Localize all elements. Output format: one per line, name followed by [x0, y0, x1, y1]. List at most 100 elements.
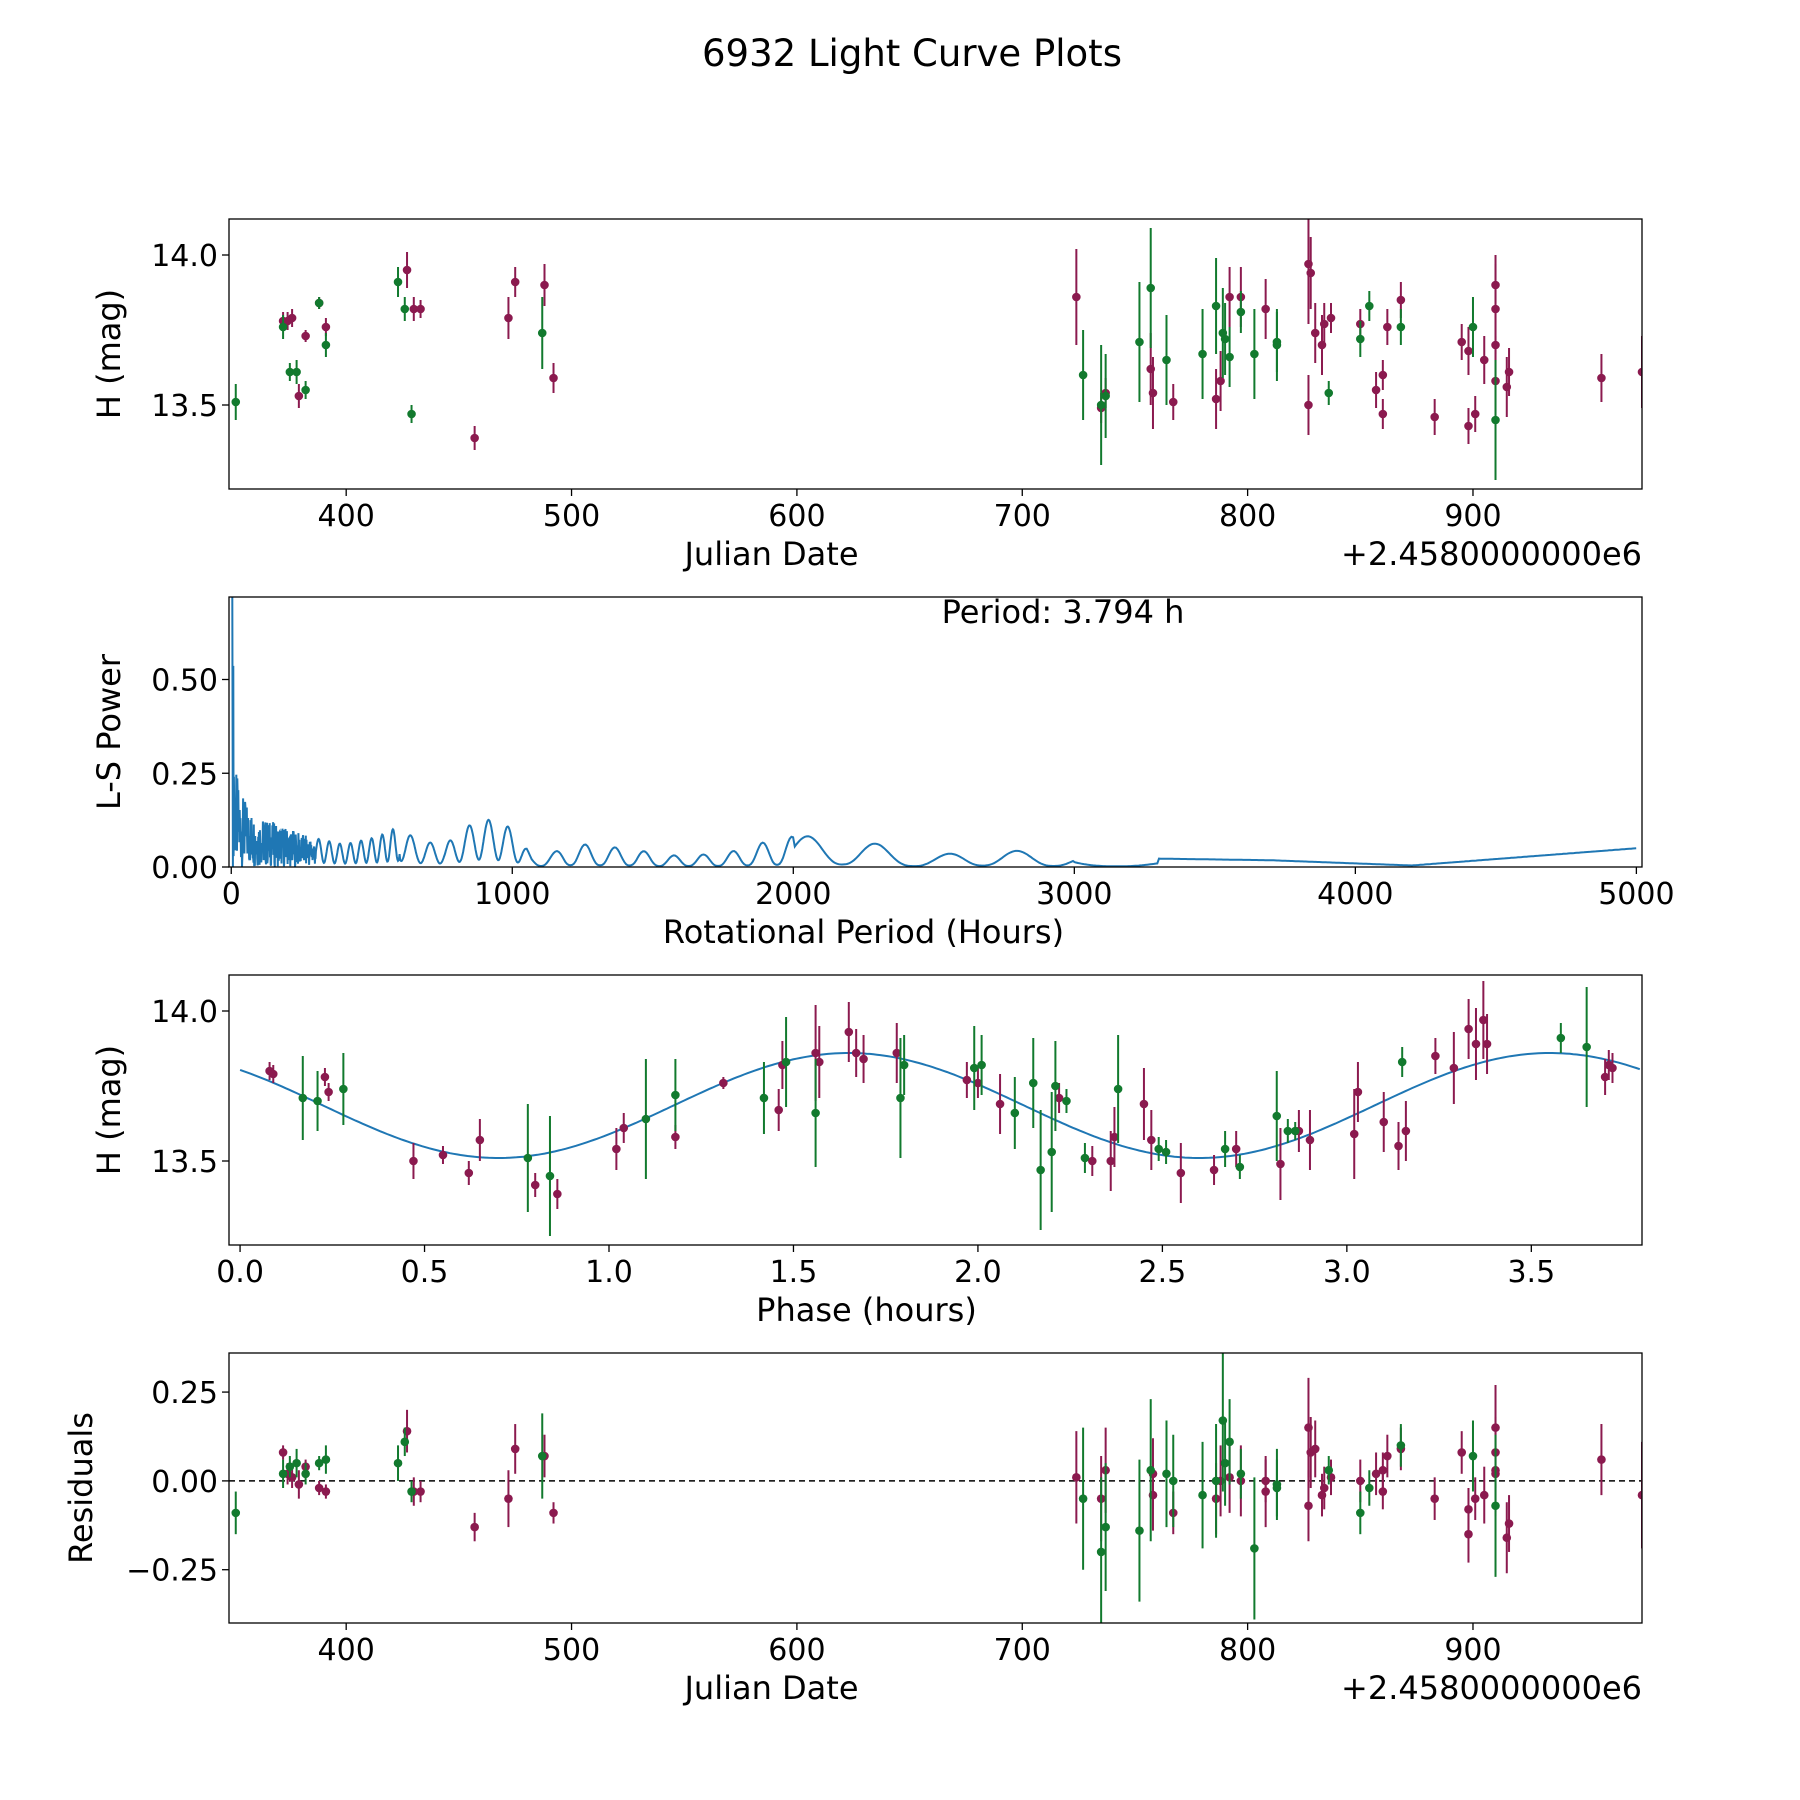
data-point — [1250, 349, 1259, 359]
x-tick-label: 700 — [994, 1633, 1051, 1668]
data-point — [510, 277, 520, 287]
data-point — [1356, 334, 1365, 344]
data-point — [1054, 1093, 1064, 1103]
data-point — [549, 1508, 558, 1518]
data-point — [1276, 1159, 1285, 1169]
data-point — [1397, 1057, 1407, 1067]
light-curve-plot-area — [231, 219, 1642, 480]
data-point — [1464, 421, 1473, 431]
x-tick-label: 3000 — [1036, 877, 1112, 912]
x-tick-label: 3.0 — [1323, 1255, 1371, 1290]
x-tick-label: 800 — [1219, 1633, 1276, 1668]
data-point — [1449, 1063, 1459, 1073]
data-point — [1220, 1144, 1230, 1154]
x-tick-label: 0.5 — [401, 1255, 449, 1290]
data-point — [899, 1060, 909, 1070]
data-point — [612, 1144, 621, 1154]
data-point — [1225, 1437, 1234, 1447]
data-point — [409, 1156, 418, 1166]
data-point — [1250, 1544, 1259, 1553]
filter-a-series — [265, 981, 1617, 1209]
data-point — [814, 1057, 824, 1067]
data-point — [1211, 301, 1221, 311]
data-point — [1096, 400, 1106, 410]
data-point — [1148, 388, 1158, 398]
data-point — [1225, 352, 1234, 362]
data-point — [301, 1469, 310, 1479]
data-point — [781, 1057, 791, 1067]
residuals-y-axis-label: Residuals — [62, 1412, 100, 1564]
data-point — [1078, 1494, 1088, 1503]
y-tick-label: 14.0 — [151, 239, 218, 274]
data-point — [1310, 1444, 1320, 1454]
data-point — [510, 1444, 520, 1454]
data-point — [811, 1048, 820, 1058]
data-point — [1482, 1039, 1492, 1049]
light-curve-axes-frame — [228, 218, 1643, 490]
x-tick-label: 900 — [1444, 1633, 1501, 1668]
data-point — [719, 1078, 728, 1088]
data-point — [393, 277, 403, 287]
data-point — [545, 1171, 555, 1181]
light-curve-x-axis-label: Julian Date — [682, 535, 858, 573]
data-point — [1220, 334, 1230, 344]
data-point — [1072, 1473, 1081, 1482]
sinusoid-model-curve — [239, 1052, 1641, 1159]
data-point — [470, 433, 479, 443]
phased-curve-x-axis-label: Phase (hours) — [756, 1291, 977, 1329]
filter-a-series — [278, 1377, 1642, 1574]
data-point — [1378, 370, 1388, 380]
data-point — [1479, 355, 1489, 365]
light-curve-panel: 400 500 600 700 800 900 13.5 14.0 Julian Date H (… — [90, 218, 1643, 573]
data-point — [409, 304, 419, 314]
y-tick-label: 0.00 — [151, 851, 218, 886]
data-point — [1216, 376, 1225, 386]
periodogram-x-axis-label: Rotational Period (Hours) — [663, 913, 1064, 951]
data-point — [292, 367, 301, 377]
data-point — [1168, 397, 1178, 407]
data-point — [1431, 1051, 1440, 1061]
data-point — [1378, 409, 1388, 419]
x-tick-label: 800 — [1219, 499, 1276, 534]
data-point — [1078, 370, 1088, 380]
data-point — [313, 1096, 322, 1106]
y-tick-label: 0.25 — [151, 1376, 218, 1411]
data-point — [1470, 1494, 1480, 1503]
residuals-x-offset-text: +2.4580000000e6 — [1341, 1669, 1642, 1707]
data-point — [859, 1054, 868, 1064]
x-tick-label: 1000 — [474, 877, 550, 912]
data-point — [1430, 1494, 1439, 1503]
filter-b-series — [231, 1353, 1500, 1623]
data-point — [1087, 1156, 1097, 1166]
data-point — [231, 1508, 241, 1518]
periodogram-axes-frame — [228, 596, 1643, 868]
data-point — [1147, 1135, 1156, 1145]
data-point — [1198, 1490, 1207, 1500]
data-point — [301, 385, 310, 395]
data-point — [1637, 1490, 1642, 1500]
data-point — [1396, 295, 1406, 305]
data-point — [1319, 1483, 1329, 1493]
data-point — [1036, 1165, 1045, 1175]
data-point — [1504, 1519, 1514, 1528]
data-point — [1401, 1126, 1411, 1136]
data-point — [278, 322, 288, 332]
data-point — [530, 1180, 540, 1190]
data-point — [1324, 388, 1334, 398]
data-point — [1236, 1469, 1246, 1479]
x-tick-label: 0 — [222, 877, 241, 912]
data-point — [1468, 322, 1478, 332]
data-point — [278, 1469, 288, 1479]
x-tick-label: 400 — [318, 1633, 375, 1668]
data-point — [1198, 349, 1207, 359]
data-point — [1168, 1476, 1178, 1486]
data-point — [1272, 1483, 1282, 1493]
filter-b-series — [298, 987, 1591, 1236]
data-point — [969, 1063, 979, 1073]
phased-curve-panel: 0.0 0.5 1.0 1.5 2.0 2.5 3.0 3.5 13.5 14.0 Phase (h… — [90, 974, 1643, 1329]
data-point — [1471, 1039, 1481, 1049]
y-tick-label: −0.25 — [126, 1554, 218, 1589]
x-tick-label: 5000 — [1598, 877, 1674, 912]
filter-a-series — [278, 219, 1642, 450]
phased-curve-axes-frame — [228, 974, 1643, 1246]
